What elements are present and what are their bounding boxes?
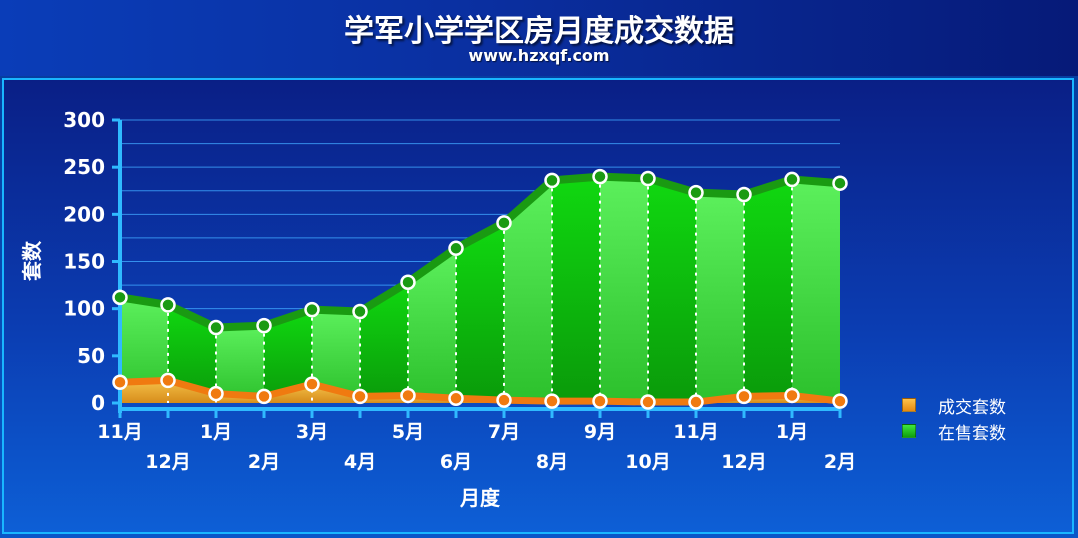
listed-point: [400, 274, 416, 291]
listed-area-band: [216, 325, 264, 403]
listed-point: [208, 319, 224, 336]
listed-point: [640, 170, 656, 187]
listed-area-band: [264, 309, 312, 403]
x-tick-label: 11月: [97, 421, 142, 443]
x-tick-label: 11月: [673, 421, 718, 443]
sold-point: [112, 374, 128, 390]
sold-point: [160, 372, 176, 389]
x-tick-label: 12月: [145, 451, 190, 473]
listed-area-band: [504, 180, 552, 403]
listed-area-band: [552, 176, 600, 403]
x-tick-label: 6月: [440, 451, 472, 473]
chart-title: 学军小学学区房月度成交数据: [344, 14, 734, 49]
x-tick-label: 9月: [584, 421, 616, 443]
listed-point: [784, 171, 800, 188]
listed-point: [160, 297, 176, 313]
sold-point: [592, 393, 608, 409]
y-tick-label: 100: [63, 297, 105, 321]
x-tick-label: 8月: [536, 451, 568, 473]
listed-series-line: [119, 172, 841, 332]
listed-point: [112, 289, 128, 306]
legend-swatch-sold: [902, 398, 916, 412]
legend-item-sold: 成交套数: [902, 392, 1006, 418]
listed-area-band: [696, 192, 744, 403]
chart-subtitle: www.hzxqf.com: [468, 46, 610, 65]
x-tick-label: 1月: [776, 421, 808, 443]
listed-area-band: [312, 309, 360, 403]
listed-area-band: [120, 297, 168, 403]
listed-point: [496, 215, 512, 231]
x-tick-label: 7月: [488, 421, 520, 443]
x-tick-label: 4月: [344, 451, 376, 473]
x-tick-label: 10月: [625, 451, 670, 473]
listed-point: [592, 168, 608, 185]
listed-area-band: [600, 176, 648, 403]
y-tick-label: 300: [63, 108, 105, 132]
listed-point: [448, 240, 464, 257]
sold-point: [304, 376, 320, 392]
legend: 成交套数 在售套数: [902, 392, 1006, 444]
x-tick-label: 12月: [721, 451, 766, 473]
sold-point: [496, 392, 512, 408]
sold-point: [640, 394, 656, 410]
sold-point: [208, 385, 224, 402]
sold-point: [400, 387, 416, 404]
x-tick-label: 3月: [296, 421, 328, 443]
listed-area-band: [792, 179, 840, 403]
listed-point: [736, 186, 752, 203]
y-tick-label: 200: [63, 202, 105, 226]
sold-point: [832, 393, 848, 409]
x-tick-label: 2月: [824, 451, 856, 473]
y-tick-label: 0: [91, 391, 105, 415]
sold-point: [448, 390, 464, 407]
sold-area-band: [120, 380, 168, 403]
listed-point: [304, 301, 320, 318]
listed-area-band: [360, 282, 408, 403]
sold-point: [544, 393, 560, 409]
listed-point: [352, 303, 368, 320]
sold-point: [352, 388, 368, 405]
listed-point: [832, 175, 848, 191]
y-tick-label: 250: [63, 155, 105, 179]
y-axis-label: 套数: [20, 241, 44, 281]
sold-point: [736, 388, 752, 405]
x-axis-label: 月度: [460, 486, 500, 510]
x-tick-label: 2月: [248, 451, 280, 473]
y-tick-label: 150: [63, 250, 105, 274]
x-tick-label: 1月: [200, 421, 232, 443]
listed-area-band: [744, 179, 792, 403]
legend-item-listed: 在售套数: [902, 418, 1006, 444]
header: 学军小学学区房月度成交数据 www.hzxqf.com: [0, 0, 1078, 76]
legend-swatch-listed: [902, 424, 916, 438]
sold-point: [688, 394, 704, 410]
listed-point: [688, 184, 704, 201]
listed-area-band: [648, 178, 696, 403]
listed-point: [544, 172, 560, 189]
legend-label-sold: 成交套数: [938, 397, 1006, 418]
listed-area-band: [168, 304, 216, 403]
y-tick-label: 50: [77, 344, 105, 368]
sold-series-line: [119, 376, 841, 406]
listed-area-band: [456, 222, 504, 403]
x-tick-label: 5月: [392, 421, 424, 443]
listed-area-band: [408, 248, 456, 403]
listed-point: [256, 317, 272, 334]
sold-point: [256, 388, 272, 405]
legend-label-listed: 在售套数: [938, 423, 1006, 444]
sold-point: [784, 387, 800, 404]
